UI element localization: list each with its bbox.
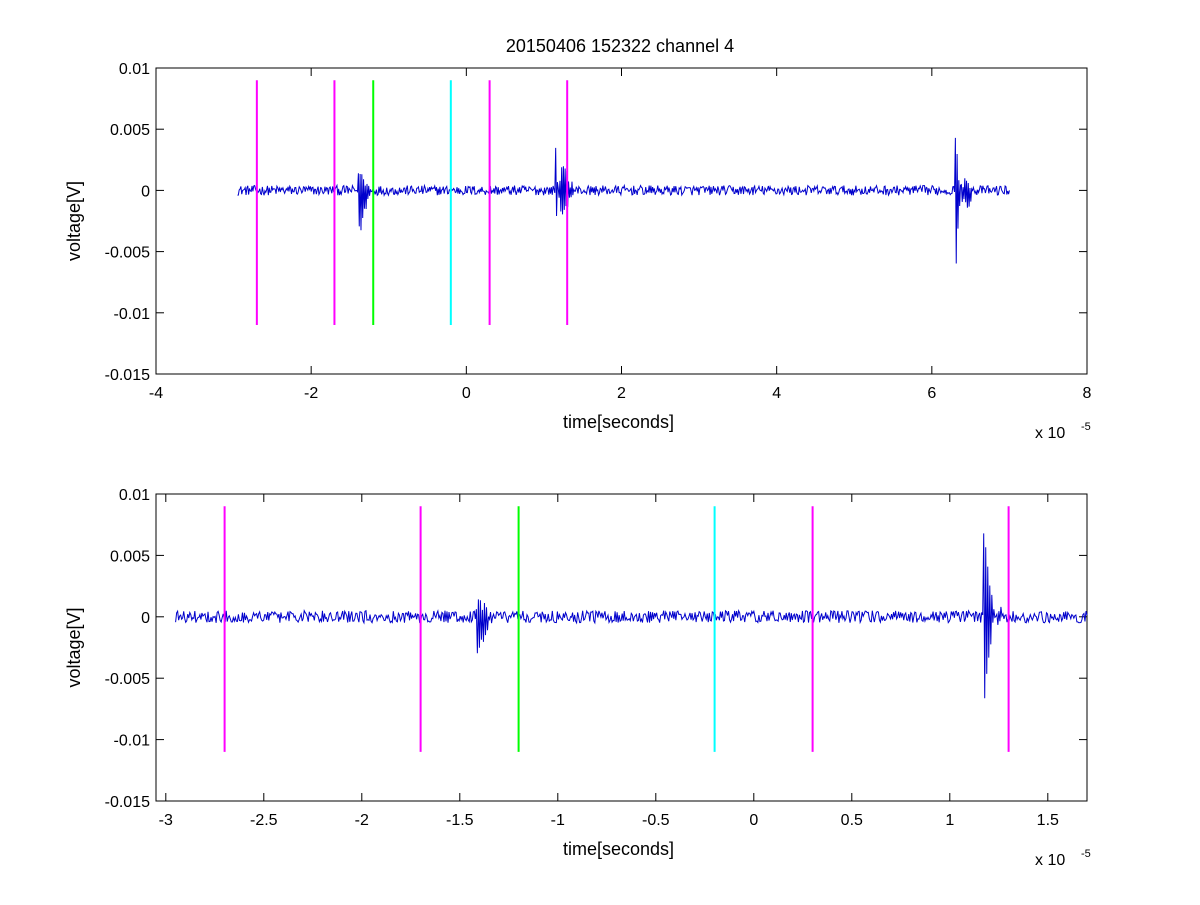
axes-frame	[155, 67, 1088, 375]
figure-title: 20150406 152322 channel 4	[506, 36, 734, 56]
y-tick-label: -0.01	[114, 733, 151, 750]
axes-frame	[155, 493, 1088, 802]
x-tick-label: 1	[945, 812, 954, 829]
y-tick-label: -0.01	[114, 306, 151, 323]
y-tick-label: 0.01	[119, 487, 150, 504]
x-tick-label: -1	[551, 812, 565, 829]
x-tick-label: 2	[617, 385, 626, 402]
x-exponent-power: -5	[1081, 848, 1091, 860]
y-tick-label: 0	[141, 610, 150, 627]
y-tick-label: -0.015	[105, 367, 150, 384]
x-tick-label: 4	[772, 385, 781, 402]
x-exponent-label: x 10	[1035, 852, 1065, 869]
y-tick-label: 0.005	[110, 548, 150, 565]
y-tick-label: -0.005	[105, 245, 150, 262]
x-tick-label: -2	[304, 385, 318, 402]
y-tick-label: 0	[141, 183, 150, 200]
x-tick-label: -1.5	[446, 812, 474, 829]
x-exponent-power: -5	[1081, 421, 1091, 433]
x-tick-label: 0	[749, 812, 758, 829]
signal-trace	[175, 533, 1088, 699]
x-tick-label: 6	[927, 385, 936, 402]
x-axis-label: time[seconds]	[563, 412, 674, 432]
x-axis-label: time[seconds]	[563, 839, 674, 859]
y-axis-label: voltage[V]	[64, 607, 84, 687]
x-tick-label: 1.5	[1037, 812, 1059, 829]
x-tick-label: -0.5	[642, 812, 670, 829]
x-tick-label: -2	[355, 812, 369, 829]
x-tick-label: -2.5	[250, 812, 278, 829]
y-tick-label: -0.005	[105, 671, 150, 688]
y-tick-label: -0.015	[105, 794, 150, 811]
x-tick-label: -3	[159, 812, 173, 829]
y-axis-label: voltage[V]	[64, 181, 84, 261]
top-plot: -4 -2 0 2 4 6 8 0.01 0.005 0 -0.005 -0.01 -0.015 time…	[64, 61, 1092, 442]
x-tick-label: 0	[462, 385, 471, 402]
x-tick-label: 0.5	[841, 812, 863, 829]
bottom-plot: -3 -2.5 -2 -1.5 -1 -0.5 0 0.5 1 1.5 0.01 0.005 0 -0.0…	[64, 487, 1091, 869]
signal-trace	[237, 137, 1010, 264]
y-tick-label: 0.005	[110, 122, 150, 139]
y-tick-label: 0.01	[119, 61, 150, 78]
x-tick-label: 8	[1083, 385, 1092, 402]
x-tick-label: -4	[149, 385, 163, 402]
x-exponent-label: x 10	[1035, 425, 1065, 442]
